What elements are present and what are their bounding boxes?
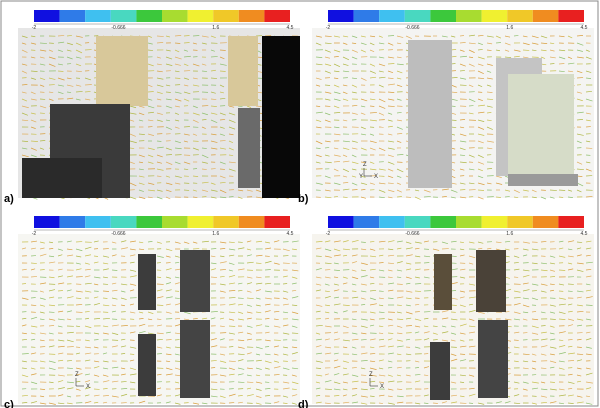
panel: -2 -0.666 1.6 4.5 Z Xc) — [4, 216, 300, 408]
building — [478, 320, 508, 398]
building — [180, 320, 210, 398]
colorbar-segment — [482, 216, 508, 228]
colorbar-segment — [430, 10, 456, 22]
colorbar-segment — [405, 216, 431, 228]
colorbar-segment — [136, 216, 162, 228]
colorbar-segment — [85, 216, 111, 228]
vector-arrow — [22, 283, 26, 284]
colorbar-segment — [34, 10, 60, 22]
colorbar-segment — [239, 216, 265, 228]
colorbar-tick-label: 4.5 — [581, 25, 588, 31]
triad-label: X — [380, 384, 384, 390]
building — [408, 40, 452, 188]
building — [138, 254, 156, 310]
building — [434, 254, 452, 310]
triad-label: Z — [75, 372, 79, 378]
colorbar-segment — [379, 216, 405, 228]
triad-label: Z — [369, 372, 373, 378]
triad-label: X — [86, 384, 90, 390]
colorbar-tick-label: -2 — [32, 25, 37, 31]
colorbar-segment — [264, 10, 290, 22]
colorbar-segment — [456, 10, 482, 22]
building — [22, 158, 102, 198]
colorbar-segment — [60, 10, 86, 22]
colorbar-segment — [456, 216, 482, 228]
panel-label: d) — [298, 399, 309, 408]
colorbar-segment — [111, 10, 137, 22]
triad-label: X — [374, 174, 378, 180]
colorbar-segment — [354, 216, 380, 228]
vector-arrow — [559, 270, 565, 271]
colorbar-tick-label: -2 — [326, 25, 331, 31]
building — [138, 334, 156, 396]
building — [228, 36, 258, 106]
colorbar-segment — [60, 216, 86, 228]
colorbar-segment — [136, 10, 162, 22]
colorbar-segment — [558, 216, 584, 228]
panel-label: c) — [4, 399, 14, 408]
colorbar-tick-label: -2 — [32, 231, 37, 237]
colorbar-segment — [162, 10, 188, 22]
colorbar-tick-label: 1.6 — [212, 25, 219, 31]
panel: -2 -0.666 1.6 4.5 a) — [4, 10, 300, 205]
panel-label: a) — [4, 193, 14, 205]
colorbar-segment — [85, 10, 111, 22]
colorbar-segment — [188, 216, 214, 228]
colorbar-segment — [405, 10, 431, 22]
colorbar-tick-label: 1.6 — [506, 25, 513, 31]
colorbar-segment — [379, 10, 405, 22]
colorbar-segment — [239, 10, 265, 22]
panel: -2 -0.666 1.6 4.5 ZY Xb) — [298, 10, 594, 205]
colorbar-tick-label: -0.666 — [405, 25, 419, 31]
colorbar-tick-label: 1.6 — [506, 231, 513, 237]
colorbar-tick-label: -0.666 — [111, 231, 125, 237]
colorbar-segment — [558, 10, 584, 22]
colorbar-segment — [213, 216, 239, 228]
building — [96, 36, 148, 106]
vector-arrow — [559, 63, 564, 64]
building — [238, 108, 260, 188]
colorbar-segment — [111, 216, 137, 228]
building — [430, 342, 450, 400]
building — [262, 36, 300, 198]
colorbar-segment — [533, 10, 559, 22]
colorbar-segment — [533, 216, 559, 228]
colorbar-segment — [507, 216, 533, 228]
building — [508, 74, 574, 184]
building — [180, 250, 210, 312]
colorbar-tick-label: 4.5 — [287, 231, 294, 237]
colorbar-segment — [354, 10, 380, 22]
figure: -2-0.6661.64.5a)-2-0.6661.64.5ZYXb)-2-0.… — [0, 0, 600, 408]
colorbar-segment — [162, 216, 188, 228]
colorbar-segment — [264, 216, 290, 228]
colorbar-tick-label: 1.6 — [212, 231, 219, 237]
triad-label: Y — [359, 174, 363, 180]
colorbar-segment — [507, 10, 533, 22]
colorbar-segment — [482, 10, 508, 22]
colorbar-segment — [213, 10, 239, 22]
colorbar-segment — [430, 216, 456, 228]
colorbar-tick-label: -0.666 — [111, 25, 125, 31]
colorbar-tick-label: -2 — [326, 231, 331, 237]
colorbar-segment — [34, 216, 60, 228]
colorbar-tick-label: 4.5 — [287, 25, 294, 31]
panel: -2 -0.666 1.6 4.5 Z Xd) — [298, 216, 594, 408]
colorbar-segment — [328, 10, 354, 22]
colorbar-tick-label: 4.5 — [581, 231, 588, 237]
vector-arrow — [157, 141, 161, 142]
colorbar-segment — [328, 216, 354, 228]
colorbar-tick-label: -0.666 — [405, 231, 419, 237]
panel-label: b) — [298, 193, 309, 205]
triad-label: Z — [363, 162, 367, 168]
colorbar-segment — [188, 10, 214, 22]
building — [476, 250, 506, 312]
building — [508, 174, 578, 186]
